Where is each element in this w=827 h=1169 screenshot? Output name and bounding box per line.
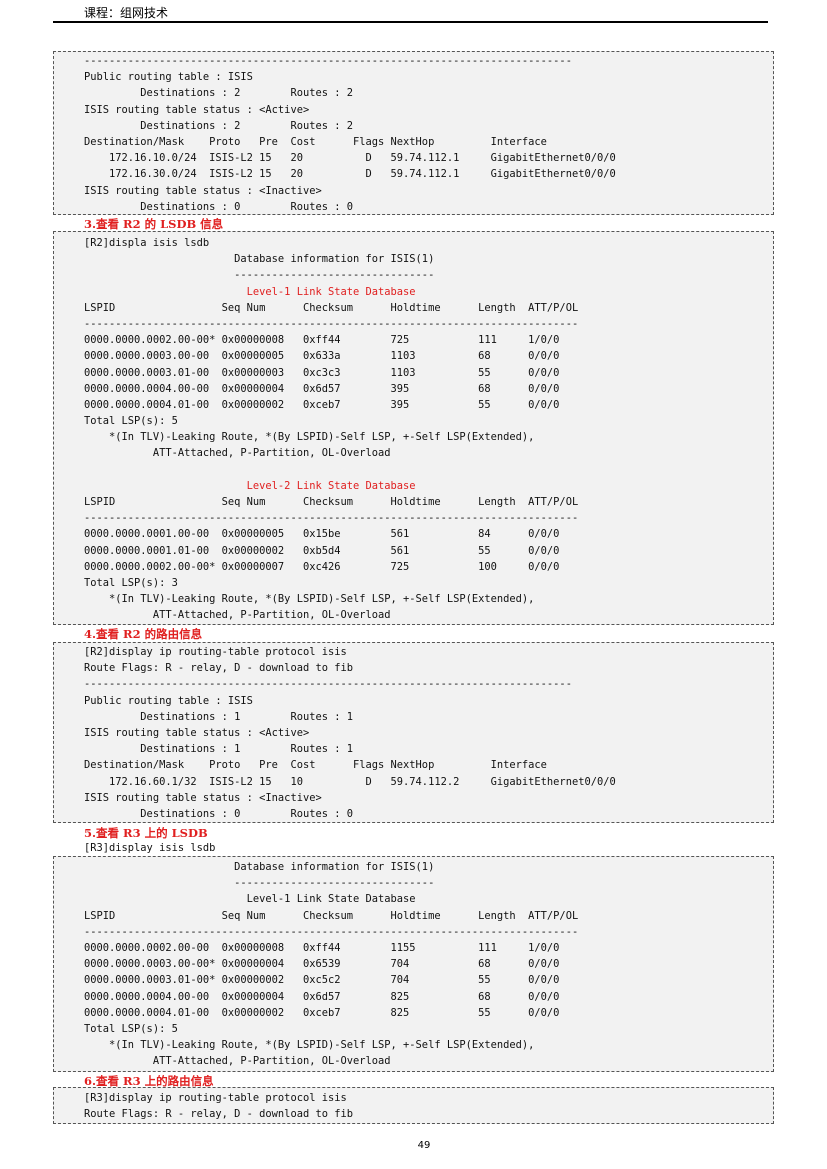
- code-line: ATT-Attached, P-Partition, OL-Overload: [84, 1055, 391, 1068]
- code-box-r3-lsdb: Database information for ISIS(1) -------…: [53, 856, 774, 1072]
- code-line: ATT-Attached, P-Partition, OL-Overload: [84, 609, 391, 622]
- code-line: Route Flags: R - relay, D - download to …: [84, 1108, 353, 1121]
- code-line: LSPID Seq Num Checksum Holdtime Length A…: [84, 496, 579, 508]
- code-line: Total LSP(s): 5: [84, 1022, 178, 1035]
- code-line: Total LSP(s): 5: [84, 415, 178, 428]
- section-heading-6: 6.查看 R3 上的路由信息: [84, 1074, 214, 1088]
- code-line: [R3]display ip routing-table protocol is…: [84, 1092, 347, 1104]
- code-line: Destinations : 2 Routes : 2: [84, 87, 353, 100]
- code-line: 0000.0000.0004.01-00 0x00000002 0xceb7 3…: [84, 398, 560, 411]
- code-line: Level-1 Link State Database: [84, 285, 416, 298]
- code-line: ----------------------------------------…: [84, 55, 572, 67]
- code-lines: Database information for ISIS(1) -------…: [84, 859, 578, 1069]
- code-line: Destination/Mask Proto Pre Cost Flags Ne…: [84, 135, 547, 148]
- section-heading-5: 5.查看 R3 上的 LSDB: [84, 826, 208, 840]
- code-line: Destinations : 1 Routes : 1: [84, 743, 353, 756]
- code-line: Database information for ISIS(1): [84, 253, 435, 266]
- code-box-r2-routes: [R2]display ip routing-table protocol is…: [53, 642, 774, 823]
- code-line: Public routing table : ISIS: [84, 71, 253, 84]
- code-line: LSPID Seq Num Checksum Holdtime Length A…: [84, 301, 579, 314]
- section-heading-3: 3.查看 R2 的 LSDB 信息: [84, 217, 224, 231]
- code-line: --------------------------------: [84, 269, 435, 282]
- code-line: ISIS routing table status : <Active>: [84, 103, 310, 116]
- code-line: LSPID Seq Num Checksum Holdtime Length A…: [84, 909, 579, 922]
- code-line: 0000.0000.0004.01-00 0x00000002 0xceb7 8…: [84, 1006, 560, 1019]
- code-line: 0000.0000.0003.01-00 0x00000003 0xc3c3 1…: [84, 366, 560, 379]
- code-line: 0000.0000.0003.01-00* 0x00000002 0xc5c2 …: [84, 974, 560, 987]
- header-rule: [53, 21, 768, 23]
- code-line: *(In TLV)-Leaking Route, *(By LSPID)-Sel…: [84, 1039, 535, 1052]
- r3-command: [R3]display isis lsdb: [84, 842, 216, 854]
- code-line: 0000.0000.0002.00-00* 0x00000007 0xc426 …: [84, 560, 560, 573]
- code-line: 0000.0000.0003.00-00* 0x00000004 0x6539 …: [84, 958, 560, 971]
- code-line: ----------------------------------------…: [84, 678, 572, 691]
- code-line: ----------------------------------------…: [84, 317, 579, 330]
- code-line: Destination/Mask Proto Pre Cost Flags Ne…: [84, 759, 547, 772]
- page-number: 49: [417, 1140, 431, 1151]
- code-line: 0000.0000.0001.01-00 0x00000002 0xb5d4 5…: [84, 544, 560, 557]
- code-line: [84, 462, 578, 478]
- code-line: *(In TLV)-Leaking Route, *(By LSPID)-Sel…: [84, 431, 535, 444]
- code-line: 172.16.10.0/24 ISIS-L2 15 20 D 59.74.112…: [84, 152, 616, 165]
- code-line: --------------------------------: [84, 877, 435, 890]
- code-lines: [R3]display ip routing-table protocol is…: [84, 1090, 353, 1122]
- code-line: Total LSP(s): 3: [84, 576, 178, 589]
- code-line: Destinations : 2 Routes : 2: [84, 119, 353, 132]
- code-lines: ----------------------------------------…: [84, 53, 616, 215]
- code-line: Route Flags: R - relay, D - download to …: [84, 662, 353, 675]
- code-line: Destinations : 1 Routes : 1: [84, 710, 353, 723]
- code-line: 0000.0000.0004.00-00 0x00000004 0x6d57 3…: [84, 382, 560, 395]
- code-lines: [R2]display ip routing-table protocol is…: [84, 644, 616, 822]
- code-line: 0000.0000.0004.00-00 0x00000004 0x6d57 8…: [84, 990, 560, 1003]
- code-line: 0000.0000.0002.00-00* 0x00000008 0xff44 …: [84, 334, 560, 347]
- code-line: ISIS routing table status : <Inactive>: [84, 791, 322, 804]
- code-line: ATT-Attached, P-Partition, OL-Overload: [84, 447, 391, 460]
- code-line: ----------------------------------------…: [84, 512, 579, 525]
- code-line: 0000.0000.0002.00-00 0x00000008 0xff44 1…: [84, 941, 560, 954]
- code-line: Database information for ISIS(1): [84, 861, 435, 873]
- code-line: *(In TLV)-Leaking Route, *(By LSPID)-Sel…: [84, 593, 535, 606]
- code-line: Destinations : 0 Routes : 0: [84, 200, 353, 213]
- code-line: Public routing table : ISIS: [84, 694, 253, 707]
- code-line: 172.16.60.1/32 ISIS-L2 15 10 D 59.74.112…: [84, 775, 616, 788]
- code-box-r1-routes: ----------------------------------------…: [53, 51, 774, 215]
- course-header: 课程：组网技术: [84, 6, 169, 20]
- section-heading-4: 4.查看 R2 的路由信息: [84, 627, 203, 641]
- code-line: 172.16.30.0/24 ISIS-L2 15 20 D 59.74.112…: [84, 168, 616, 181]
- code-line: [R2]displa isis lsdb: [84, 237, 210, 249]
- code-box-r2-lsdb: [R2]displa isis lsdb Database informatio…: [53, 231, 774, 625]
- code-line: [R2]display ip routing-table protocol is…: [84, 646, 347, 658]
- code-line: Level-1 Link State Database: [84, 893, 416, 906]
- code-line: 0000.0000.0003.00-00 0x00000005 0x633a 1…: [84, 350, 560, 363]
- code-line: ----------------------------------------…: [84, 925, 579, 938]
- code-box-r3-routes: [R3]display ip routing-table protocol is…: [53, 1087, 774, 1124]
- code-lines: [R2]displa isis lsdb Database informatio…: [84, 235, 578, 624]
- code-line: Level-2 Link State Database: [84, 479, 416, 492]
- code-line: 0000.0000.0001.00-00 0x00000005 0x15be 5…: [84, 528, 560, 541]
- code-line: ISIS routing table status : <Inactive>: [84, 184, 322, 197]
- code-line: Destinations : 0 Routes : 0: [84, 807, 353, 820]
- code-line: ISIS routing table status : <Active>: [84, 726, 310, 739]
